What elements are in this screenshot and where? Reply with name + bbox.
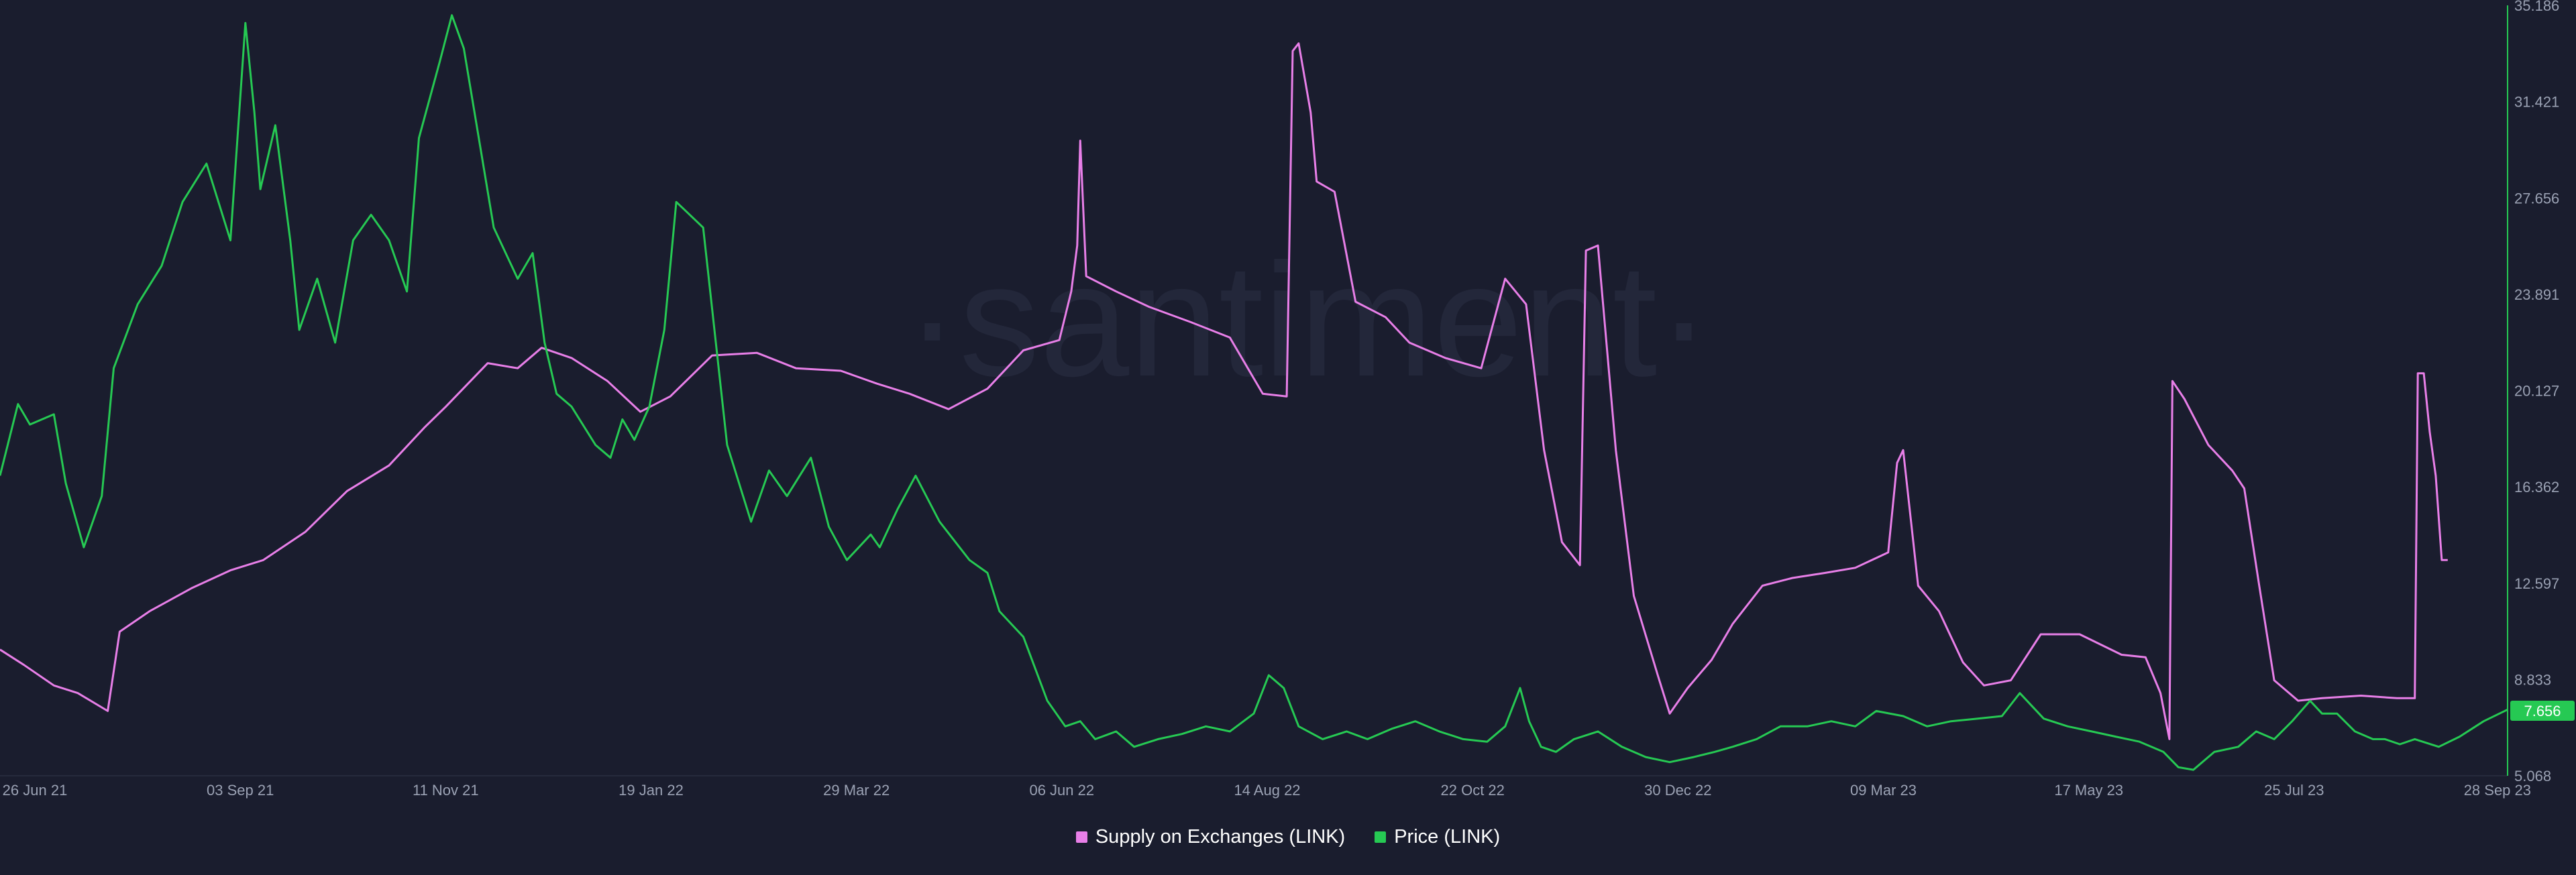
legend-item-price[interactable]: Price (LINK) [1375,826,1500,848]
y-tick-label: 8.833 [2514,671,2551,688]
x-tick-label: 09 Mar 23 [1850,782,1917,799]
x-tick-label: 17 May 23 [2054,782,2123,799]
x-tick-label: 29 Mar 22 [823,782,890,799]
y-tick-label: 16.362 [2514,479,2559,495]
current-value-badge-text: 7.656 [2524,703,2561,719]
y-tick-label: 5.068 [2514,768,2551,784]
current-value-badge: 7.656 [2510,701,2575,721]
x-tick-label: 26 Jun 21 [3,782,68,799]
y-tick-label: 31.421 [2514,94,2559,111]
x-tick-label: 14 Aug 22 [1234,782,1300,799]
x-tick-label: 03 Sep 21 [207,782,274,799]
x-tick-label: 06 Jun 22 [1029,782,1094,799]
y-tick-label: 27.656 [2514,190,2559,207]
santiment-watermark: ·santiment· [906,230,1711,410]
x-tick-label: 28 Sep 23 [2464,782,2531,799]
current-value-badge-bg [2510,701,2575,721]
x-tick-label: 22 Oct 22 [1441,782,1505,799]
x-axis-ticks: 26 Jun 21 03 Sep 21 11 Nov 21 19 Jan 22 29 M… [3,782,2531,799]
x-tick-label: 30 Dec 22 [1644,782,1711,799]
legend-item-supply[interactable]: Supply on Exchanges (LINK) [1075,825,1346,848]
y-tick-label: 20.127 [2514,383,2559,400]
x-tick-label: 11 Nov 21 [413,782,479,799]
series-line-supply-on-exchanges[interactable] [0,42,2448,740]
legend-swatch-price [1375,831,1387,843]
y-tick-label: 12.597 [2514,575,2559,592]
legend-label-price: Price (LINK) [1394,825,1501,848]
y-axis-ticks: 35.186 31.421 27.656 23.891 20.127 16.362 12.5… [2514,0,2559,784]
y-tick-label: 35.186 [2514,0,2559,14]
legend-label-supply: Supply on Exchanges (LINK) [1095,825,1346,848]
legend-swatch-supply [1075,831,1087,843]
series-lines [0,14,2508,771]
x-tick-label: 25 Jul 23 [2264,782,2324,799]
chart-legend: Supply on Exchanges (LINK) Price (LINK) [0,823,2576,850]
x-tick-label: 19 Jan 22 [619,782,684,799]
series-line-price[interactable] [0,14,2508,771]
y-tick-label: 23.891 [2514,286,2559,303]
